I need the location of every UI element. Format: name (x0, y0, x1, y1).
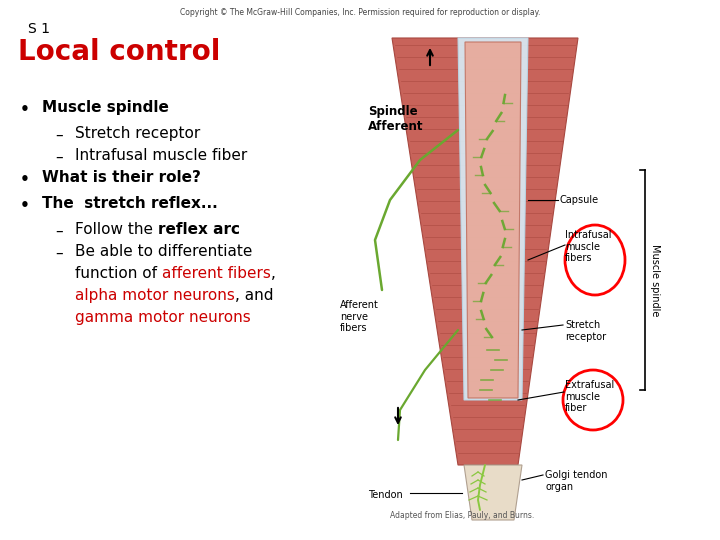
Polygon shape (392, 38, 578, 465)
Text: Extrafusal
muscle
fiber: Extrafusal muscle fiber (565, 380, 614, 413)
Polygon shape (465, 42, 521, 398)
Text: •: • (20, 172, 30, 187)
Text: ,: , (271, 266, 276, 281)
Text: Stretch receptor: Stretch receptor (75, 126, 200, 141)
Text: Muscle spindle: Muscle spindle (42, 100, 169, 115)
Text: Intrafusal muscle fiber: Intrafusal muscle fiber (75, 148, 247, 163)
Polygon shape (464, 465, 522, 520)
Text: Copyright © The McGraw-Hill Companies, Inc. Permission required for reproduction: Copyright © The McGraw-Hill Companies, I… (180, 8, 540, 17)
Text: reflex arc: reflex arc (158, 222, 240, 237)
Text: Intrafusal
muscle
fibers: Intrafusal muscle fibers (565, 230, 611, 263)
Text: S 1: S 1 (28, 22, 50, 36)
Text: Adapted from Elias, Pauly, and Burns.: Adapted from Elias, Pauly, and Burns. (390, 511, 534, 520)
Text: •: • (20, 198, 30, 213)
Text: What is their role?: What is their role? (42, 170, 201, 185)
Text: alpha motor neurons: alpha motor neurons (75, 288, 235, 303)
Text: The  stretch reflex...: The stretch reflex... (42, 196, 217, 211)
Text: Local control: Local control (18, 38, 220, 66)
Text: –: – (55, 224, 63, 239)
Text: gamma motor neurons: gamma motor neurons (75, 310, 251, 325)
Text: Afferent
nerve
fibers: Afferent nerve fibers (340, 300, 379, 333)
Text: Capsule: Capsule (560, 195, 599, 205)
Text: Be able to differentiate: Be able to differentiate (75, 244, 253, 259)
Text: Spindle
Afferent: Spindle Afferent (368, 105, 423, 133)
Text: Follow the: Follow the (75, 222, 158, 237)
Text: Stretch
receptor: Stretch receptor (565, 320, 606, 342)
Text: afferent fibers: afferent fibers (162, 266, 271, 281)
Text: –: – (55, 150, 63, 165)
Text: , and: , and (235, 288, 274, 303)
Text: Tendon: Tendon (368, 490, 402, 500)
Text: Golgi tendon
organ: Golgi tendon organ (545, 470, 608, 491)
Text: •: • (20, 102, 30, 117)
Polygon shape (458, 38, 528, 400)
Text: Muscle spindle: Muscle spindle (650, 244, 660, 316)
Text: function of: function of (75, 266, 162, 281)
Text: –: – (55, 128, 63, 143)
Text: –: – (55, 246, 63, 261)
